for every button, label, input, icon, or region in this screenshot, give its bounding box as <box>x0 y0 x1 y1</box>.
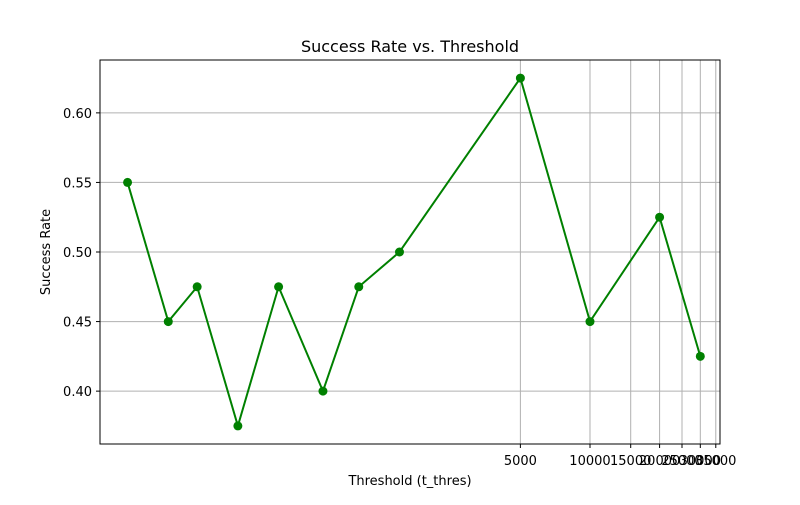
x-tick-label: 35000 <box>695 454 736 469</box>
plot-frame <box>99 59 721 445</box>
y-tick-label: 0.50 <box>63 246 92 261</box>
data-point <box>123 177 133 187</box>
series <box>123 73 705 431</box>
y-tick-label: 0.45 <box>63 316 92 331</box>
x-tick-label: 10000 <box>569 454 610 469</box>
data-point <box>695 351 705 361</box>
data-point <box>354 282 364 292</box>
data-point <box>515 73 525 83</box>
x-tick-label: 15000 <box>610 454 651 469</box>
data-point <box>585 317 595 327</box>
y-axis-label: Success Rate <box>39 209 54 295</box>
x-tick-label: 5000 <box>504 454 537 469</box>
data-point <box>163 317 173 327</box>
data-point <box>233 421 243 431</box>
data-point <box>318 386 328 396</box>
data-point <box>192 282 202 292</box>
series-line <box>126 75 702 430</box>
grid <box>100 60 720 444</box>
x-tick-label: 30000 <box>680 454 721 469</box>
x-tick-label: 25000 <box>661 454 702 469</box>
x-axis-label: Threshold (t_thres) <box>347 474 471 489</box>
y-tick-label: 0.55 <box>63 176 92 191</box>
x-tick-label: 20000 <box>639 454 680 469</box>
data-point <box>394 247 404 257</box>
data-point <box>274 282 284 292</box>
y-tick-label: 0.60 <box>63 107 92 122</box>
chart-title: Success Rate vs. Threshold <box>301 37 519 56</box>
ticks: 0.40 0.45 0.50 0.55 0.60 5000 10000 15000200002… <box>63 107 736 469</box>
y-tick-label: 0.40 <box>63 385 92 400</box>
data-point <box>655 212 665 222</box>
